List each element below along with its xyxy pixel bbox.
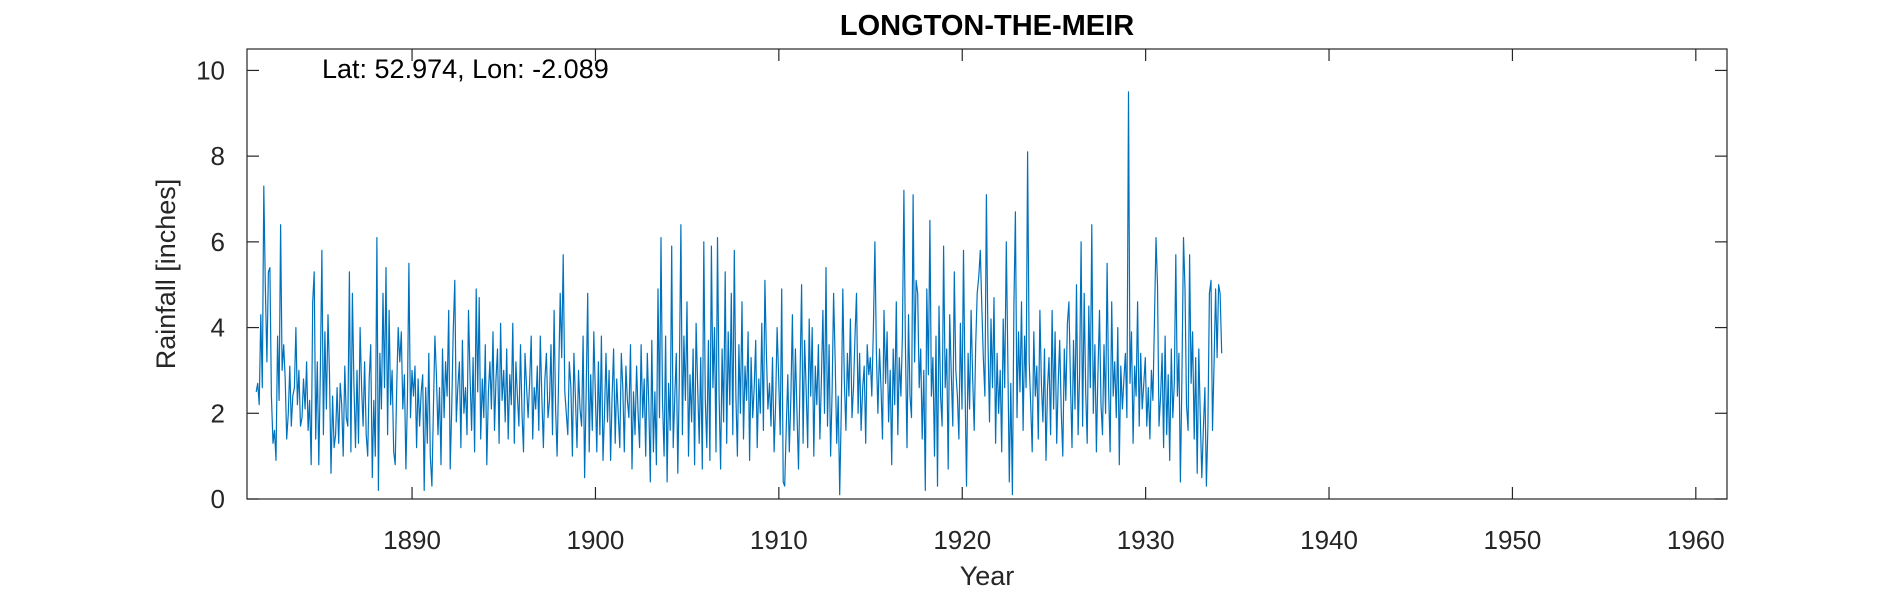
x-axis-ticks: 1890 1900 1910 1920 1930 1940 1950 1960 xyxy=(383,49,1725,555)
x-tick-label: 1930 xyxy=(1117,525,1175,555)
y-tick-label: 10 xyxy=(196,55,225,85)
y-axis-label: Rainfall [inches] xyxy=(151,179,181,370)
x-tick-label: 1940 xyxy=(1300,525,1358,555)
axes-box xyxy=(246,48,1728,500)
y-tick-label: 2 xyxy=(211,398,225,428)
location-annotation: Lat: 52.974, Lon: -2.089 xyxy=(322,54,609,84)
x-tick-label: 1890 xyxy=(383,525,441,555)
chart-title: LONGTON-THE-MEIR xyxy=(840,10,1134,42)
y-tick-label: 8 xyxy=(211,141,225,171)
x-tick-label: 1960 xyxy=(1667,525,1725,555)
x-tick-label: 1950 xyxy=(1484,525,1542,555)
x-tick-label: 1900 xyxy=(567,525,625,555)
x-tick-label: 1920 xyxy=(933,525,991,555)
y-tick-label: 4 xyxy=(211,313,225,343)
x-tick-label: 1910 xyxy=(750,525,808,555)
y-tick-label: 6 xyxy=(211,227,225,257)
x-axis-label: Year xyxy=(960,561,1015,591)
series-line-rainfall xyxy=(255,91,1223,496)
y-tick-label: 0 xyxy=(211,484,225,514)
y-axis-ticks: 0 2 4 6 8 10 xyxy=(196,55,1727,514)
